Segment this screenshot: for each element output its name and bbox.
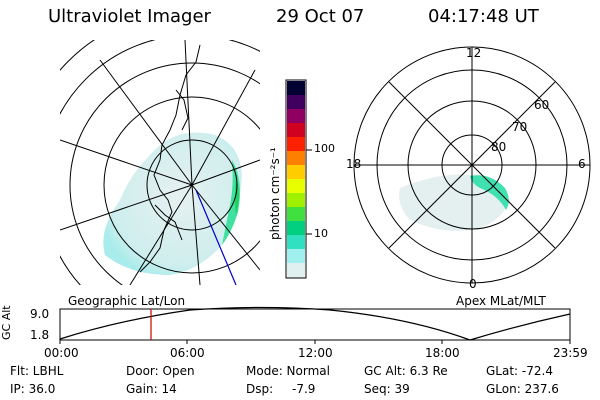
colorbar-tick-100: 100 [314,142,335,155]
time-tick-2359: 23:59 [553,346,588,360]
coastline [139,44,201,273]
instrument-title: Ultraviolet Imager [48,6,211,27]
status-door: Door: Open [126,364,195,378]
colorbar-band [287,221,305,236]
colorbar-band [287,81,305,96]
satellite-track [195,189,237,285]
latitude-circles [60,40,260,285]
image-date: 29 Oct 07 [276,6,365,27]
mlt-label-0: 0 [469,277,477,291]
longitude-lines [60,40,260,285]
status-dsp-label: Dsp: [246,382,274,396]
altitude-plot [59,306,571,344]
mlt-label-18: 18 [346,157,362,171]
colorbar-band [287,207,305,222]
colorbar-band [287,95,305,110]
status-gc-alt: GC Alt: 6.3 Re [364,364,448,378]
altitude-ytick-bottom: 1.8 [30,328,50,342]
colorbar-band [287,249,305,264]
apex-caption: Apex MLat/MLT [456,294,546,308]
colorbar-band [287,165,305,180]
colorbar-band [287,151,305,166]
colorbar-band [287,109,305,124]
time-tick-0000: 00:00 [44,346,79,360]
mlat-label-70: 70 [512,120,528,134]
status-seq: Seq: 39 [364,382,410,396]
mlt-label-12: 12 [466,46,482,60]
uv-emission-region [103,132,242,275]
colorbar-band [287,179,305,194]
colorbar-tick-10: 10 [314,227,328,240]
altitude-ytick-top: 9.0 [30,307,50,321]
colorbar-unit-label: photon cm⁻²s⁻¹ [268,147,282,240]
time-tick-1200: 12:00 [298,346,333,360]
mlt-label-6: 6 [578,157,586,171]
mlat-label-80: 80 [491,140,507,154]
time-tick-1800: 18:00 [425,346,460,360]
altitude-ylabel: GC Alt [0,305,13,340]
status-mode: Mode: Normal [246,364,330,378]
gc-altitude-curve [59,306,571,341]
magnetic-polar-plot [353,46,591,284]
status-filter: Flt: LBHL [10,364,64,378]
colorbar-band [287,137,305,152]
colorbar-band [287,263,305,278]
mlat-label-60: 60 [534,98,550,112]
colorbar-band [287,235,305,250]
status-ip: IP: 36.0 [10,382,56,396]
status-glon: GLon: 237.6 [486,382,559,396]
time-tick-0600: 06:00 [170,346,205,360]
status-gain: Gain: 14 [126,382,177,396]
colorbar-band [287,193,305,208]
status-dsp-value: -7.9 [292,382,316,396]
colorbar [285,79,312,279]
colorbar-band [287,123,305,138]
status-glat: GLat: -72.4 [486,364,553,378]
image-time: 04:17:48 UT [428,6,539,27]
geographic-map [60,40,260,285]
auroral-oval-edge [222,160,240,245]
geographic-caption: Geographic Lat/Lon [68,294,186,308]
